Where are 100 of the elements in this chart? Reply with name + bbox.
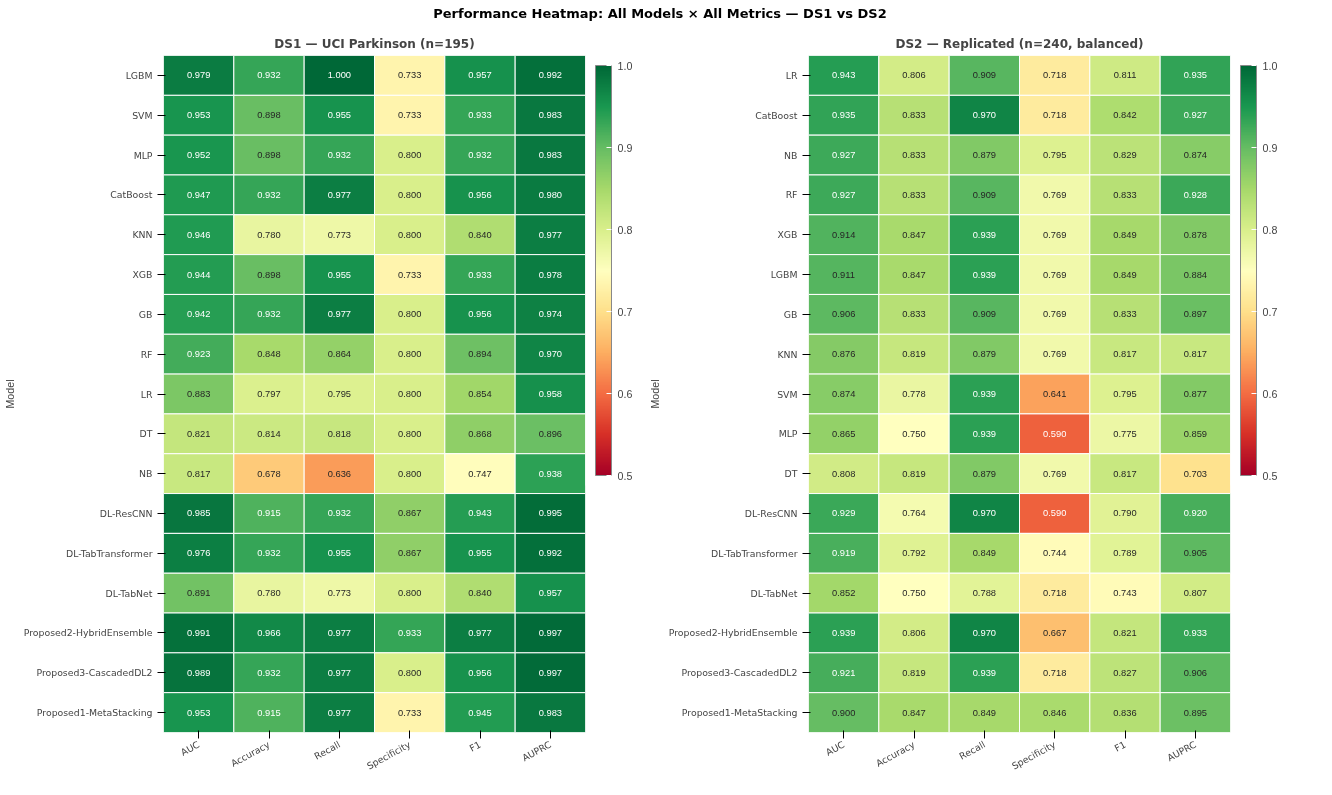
y-tick-label: DL-TabTransformer	[711, 547, 798, 559]
data-label: 0.898	[257, 149, 281, 160]
data-label: 0.932	[257, 308, 281, 319]
data-label: 0.703	[1183, 468, 1208, 479]
color-bar-label: 0.9	[617, 141, 633, 154]
data-label: 0.849	[972, 547, 997, 558]
data-label: 0.955	[327, 547, 352, 558]
y-tick-label: LR	[785, 69, 799, 81]
data-label: 0.827	[1113, 667, 1137, 678]
chart-title: DS1 — UCI Parkinson (n=195)	[274, 36, 475, 51]
color-bar-label: 0.7	[1262, 305, 1278, 318]
y-tick-label: DL-ResCNN	[744, 507, 798, 519]
data-label: 0.943	[832, 69, 856, 80]
data-label: 0.953	[187, 109, 211, 120]
y-tick-label: DL-ResCNN	[99, 507, 153, 519]
data-label: 0.978	[538, 269, 563, 280]
color-bar-label: 0.8	[617, 223, 633, 236]
data-label: 0.966	[257, 627, 281, 638]
data-label: 0.991	[187, 627, 211, 638]
color-bar-label: 0.6	[1262, 387, 1278, 400]
data-label: 0.800	[398, 229, 422, 240]
data-label: 0.939	[832, 627, 856, 638]
data-label: 0.814	[257, 428, 281, 439]
data-label: 0.792	[902, 547, 926, 558]
data-label: 0.864	[327, 348, 352, 359]
y-tick-label: DT	[139, 427, 153, 439]
data-label: 0.939	[972, 388, 997, 399]
data-label: 0.859	[1183, 428, 1208, 439]
data-label: 0.927	[832, 149, 856, 160]
data-label: 0.733	[398, 109, 422, 120]
data-label: 0.932	[257, 667, 281, 678]
data-label: 0.933	[468, 109, 492, 120]
data-label: 0.833	[902, 109, 926, 120]
chart-title: DS2 — Replicated (n=240, balanced)	[895, 36, 1144, 51]
y-tick-label: DL-TabNet	[750, 587, 798, 599]
data-label: 0.898	[257, 109, 281, 120]
y-tick-label: NB	[139, 467, 153, 479]
data-label: 0.921	[832, 667, 856, 678]
data-label: 0.795	[327, 388, 352, 399]
data-label: 0.983	[538, 109, 563, 120]
data-label: 0.896	[538, 428, 563, 439]
data-label: 0.849	[1113, 229, 1137, 240]
data-label: 0.778	[902, 388, 926, 399]
data-label: 0.976	[187, 547, 211, 558]
data-label: 0.933	[1183, 627, 1208, 638]
data-label: 0.952	[187, 149, 211, 160]
data-label: 0.933	[468, 269, 492, 280]
data-label: 0.956	[468, 667, 492, 678]
data-label: 0.915	[257, 707, 281, 718]
y-tick-label: LGBM	[125, 69, 153, 81]
data-label: 0.895	[1183, 707, 1208, 718]
data-label: 0.718	[1043, 109, 1067, 120]
data-label: 0.897	[1183, 308, 1208, 319]
data-label: 0.944	[187, 269, 211, 280]
data-label: 0.800	[398, 667, 422, 678]
data-label: 0.955	[327, 269, 352, 280]
data-label: 0.800	[398, 189, 422, 200]
data-label: 0.780	[257, 229, 281, 240]
data-label: 0.840	[468, 229, 492, 240]
x-tick-label: F1	[1112, 738, 1128, 754]
data-label: 0.874	[1183, 149, 1208, 160]
data-label: 0.977	[327, 707, 352, 718]
data-label: 0.867	[398, 508, 422, 519]
data-label: 0.891	[187, 587, 211, 598]
y-tick-label: Proposed1-MetaStacking	[36, 706, 153, 718]
data-label: 0.733	[398, 707, 422, 718]
data-label: 0.836	[1113, 707, 1137, 718]
data-label: 0.939	[972, 667, 997, 678]
color-bar-label: 0.7	[617, 305, 633, 318]
data-label: 0.821	[187, 428, 211, 439]
y-tick-label: GB	[138, 308, 153, 320]
data-label: 0.977	[538, 229, 563, 240]
color-bar-label: 0.9	[1262, 141, 1278, 154]
data-label: 0.852	[832, 587, 856, 598]
data-label: 0.788	[972, 587, 997, 598]
data-label: 0.780	[257, 587, 281, 598]
data-label: 0.769	[1043, 468, 1067, 479]
data-label: 0.932	[257, 547, 281, 558]
data-label: 0.935	[1183, 69, 1208, 80]
y-tick-label: Proposed2-HybridEnsemble	[668, 627, 798, 638]
data-label: 0.800	[398, 149, 422, 160]
data-label: 0.900	[832, 707, 856, 718]
data-label: 0.773	[327, 229, 352, 240]
data-label: 0.590	[1043, 428, 1067, 439]
y-tick-label: SVM	[777, 388, 798, 400]
y-tick-label: RF	[785, 188, 798, 200]
data-label: 0.817	[1183, 348, 1208, 359]
y-tick-label: CatBoost	[755, 109, 798, 121]
y-tick-label: GB	[783, 308, 798, 320]
data-label: 0.790	[1113, 508, 1137, 519]
y-tick-label: RF	[140, 348, 153, 360]
data-label: 0.769	[1043, 229, 1067, 240]
data-label: 0.879	[972, 468, 997, 479]
data-label: 0.849	[972, 707, 997, 718]
data-label: 0.920	[1183, 508, 1208, 519]
data-label: 0.808	[832, 468, 856, 479]
data-label: 0.939	[972, 428, 997, 439]
data-label: 0.932	[257, 189, 281, 200]
data-label: 0.833	[1113, 308, 1137, 319]
y-tick-label: SVM	[132, 109, 153, 121]
